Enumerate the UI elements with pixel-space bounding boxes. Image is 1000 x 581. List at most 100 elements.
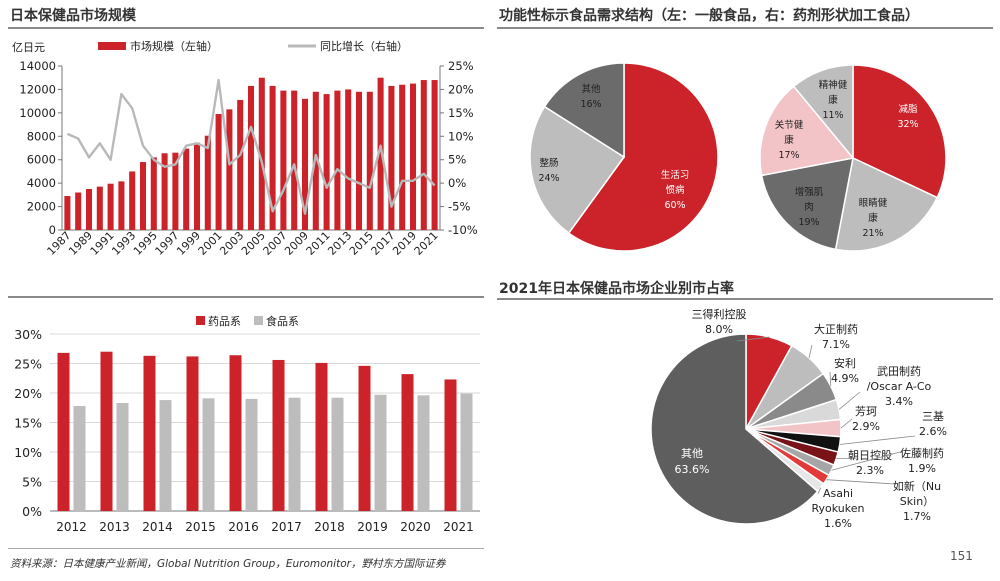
x-axis-tick-label: 2014 — [142, 520, 173, 534]
company-share-label: 三基 — [922, 410, 944, 423]
right-axis-tick-label: 5% — [448, 153, 466, 167]
company-share-label: 佐藤制药 — [900, 446, 944, 460]
food-bar — [460, 393, 473, 511]
company-share-label: 3.4% — [885, 395, 913, 408]
x-axis-tick-label: 2013 — [325, 229, 354, 258]
company-share-label: Ryokuken — [811, 502, 864, 515]
y-axis-tick-label: 20% — [14, 386, 42, 401]
market-size-bar — [64, 196, 71, 230]
x-axis-tick-label: 1999 — [174, 229, 203, 258]
pharma-bar — [444, 379, 457, 511]
general-food-slice — [567, 62, 719, 252]
food-bar — [331, 397, 344, 511]
legend-label-pharma: 药品系 — [208, 315, 241, 328]
y-axis-tick-label: 30% — [14, 327, 42, 342]
x-axis-tick-label: 2001 — [196, 229, 225, 258]
market-size-bar — [388, 85, 395, 231]
company-share-leader-line — [829, 371, 832, 387]
market-size-bar — [215, 114, 222, 230]
company-share-leader-line — [831, 451, 901, 471]
food-bar — [159, 400, 172, 511]
company-share-label: 7.1% — [822, 338, 850, 351]
supplement-label: 肉 — [804, 201, 814, 213]
company-share-leader-line — [808, 344, 813, 358]
company-share-label: 朝日控股 — [848, 448, 892, 462]
market-size-bar — [399, 84, 406, 230]
right-axis-tick-label: 25% — [448, 59, 474, 73]
company-share-leader-line — [838, 391, 861, 410]
x-axis-tick-label: 2009 — [282, 229, 311, 258]
left-axis-unit-label: 亿日元 — [12, 41, 45, 54]
general-food-label: 其他 — [581, 83, 601, 95]
right-axis-tick-label: 10% — [448, 129, 474, 143]
food-bar — [116, 403, 129, 511]
legend-swatch-food — [254, 316, 263, 325]
general-food-label: 16% — [580, 99, 601, 110]
x-axis-tick-label: 2018 — [314, 520, 345, 534]
left-axis-tick-label: 6000 — [27, 153, 56, 167]
y-axis-tick-label: 5% — [22, 475, 42, 490]
supplement-label: 减脂 — [898, 103, 918, 115]
company-share-leader-line — [736, 336, 770, 342]
company-share-label: 63.6% — [675, 463, 710, 476]
market-size-bar — [204, 135, 211, 230]
food-bar — [374, 394, 387, 511]
company-share-leader-line — [826, 479, 896, 485]
market-size-bar — [183, 148, 190, 230]
supplement-label: 康 — [784, 134, 794, 146]
x-axis-tick-label: 2015 — [185, 520, 216, 534]
general-food-label: 惯病 — [665, 184, 685, 196]
legend-label-yoy-growth: 同比增长（右轴） — [320, 39, 408, 53]
left-axis-tick-label: 12000 — [19, 82, 56, 96]
company-share-label: 如新（Nu — [893, 479, 941, 493]
company-share-label: 2.6% — [919, 425, 947, 438]
x-axis-tick-label: 2021 — [443, 520, 474, 534]
right-axis-tick-label: -5% — [448, 200, 470, 214]
supplement-label: 19% — [798, 217, 819, 228]
company-share-label: 1.9% — [908, 462, 936, 475]
supplement-label: 11% — [822, 110, 843, 121]
right-axis-tick-label: -10% — [448, 223, 478, 237]
page-number: 151 — [950, 549, 973, 563]
x-axis-tick-label: 1995 — [131, 229, 160, 258]
company-share-label: 芳珂 — [855, 404, 877, 418]
general-food-label: 24% — [538, 173, 559, 184]
x-axis-tick-label: 2003 — [217, 229, 246, 258]
x-axis-tick-label: 2017 — [369, 229, 398, 258]
legend-swatch-market-size — [98, 42, 126, 50]
company-share-label: 2.9% — [852, 420, 880, 433]
market-size-bar — [107, 183, 114, 230]
x-axis-tick-label: 1991 — [88, 229, 117, 258]
market-size-bar — [334, 90, 341, 230]
market-size-bar — [96, 186, 103, 230]
market-size-bar — [355, 91, 363, 231]
left-axis-tick-label: 4000 — [27, 176, 56, 190]
market-size-bar — [377, 77, 384, 230]
company-share-label: 其他 — [681, 447, 703, 460]
supplement-label: 关节健 — [775, 119, 804, 131]
pharma-bar — [186, 356, 199, 511]
market-size-bar — [150, 157, 157, 230]
right-axis-tick-label: 0% — [448, 176, 466, 190]
pharma-bar — [57, 352, 70, 511]
y-axis-tick-label: 15% — [14, 416, 42, 431]
pharma-bar — [229, 355, 242, 511]
pharma-bar — [143, 355, 156, 511]
supplement-label: 21% — [862, 228, 883, 239]
x-axis-tick-label: 1989 — [66, 229, 95, 258]
pharma-bar — [100, 351, 113, 511]
left-axis-tick-label: 2000 — [27, 200, 56, 214]
supplement-label: 康 — [828, 94, 838, 106]
market-size-title: 日本保健品市场规模 — [10, 8, 136, 24]
x-axis-tick-label: 1993 — [109, 229, 138, 258]
supplement-slice — [759, 85, 855, 177]
company-share-slice — [650, 333, 819, 525]
market-size-bar — [366, 91, 373, 231]
company-share-leader-line — [839, 435, 916, 445]
company-share-label: 大正制药 — [814, 322, 858, 336]
right-axis-tick-label: 20% — [448, 82, 474, 96]
x-axis-tick-label: 2020 — [400, 520, 431, 534]
x-axis-tick-label: 2019 — [357, 520, 388, 534]
demand-structure-title-rule — [497, 27, 993, 29]
general-food-label: 60% — [664, 200, 685, 211]
